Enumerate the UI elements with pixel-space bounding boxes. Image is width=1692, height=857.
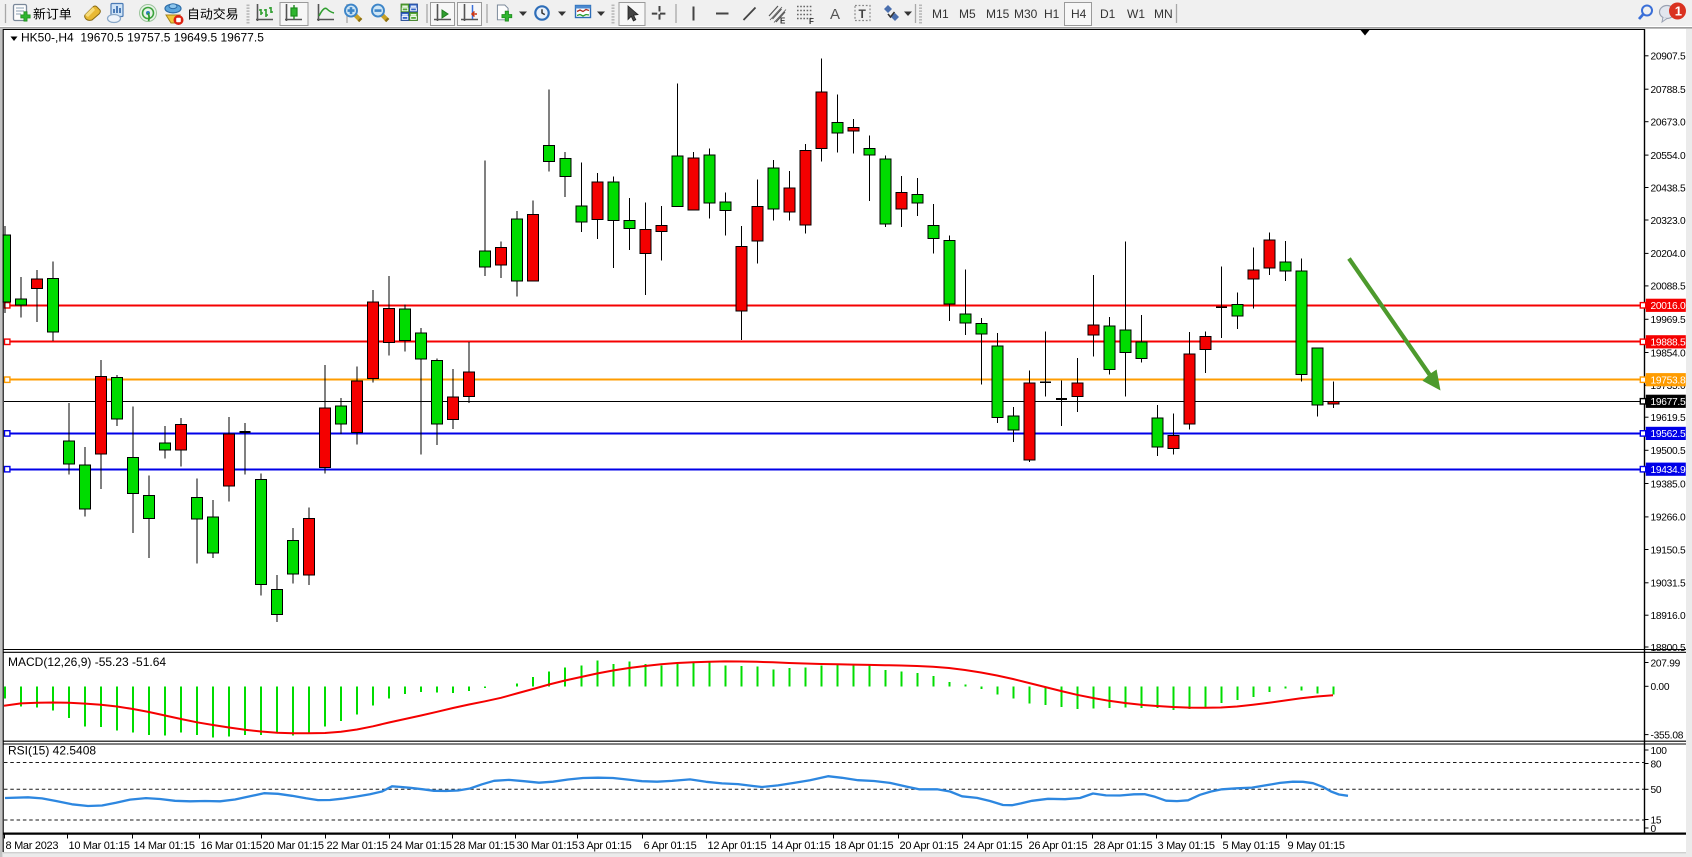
svg-text:H4: H4 — [1071, 7, 1087, 21]
svg-text:19854.0: 19854.0 — [1651, 348, 1686, 359]
svg-text:F: F — [809, 17, 814, 26]
svg-text:12 Apr 01:15: 12 Apr 01:15 — [708, 840, 767, 852]
svg-text:19677.5: 19677.5 — [1651, 397, 1686, 408]
svg-text:RSI(15) 42.5408: RSI(15) 42.5408 — [8, 744, 96, 758]
svg-text:20438.5: 20438.5 — [1651, 183, 1686, 194]
svg-text:19385.0: 19385.0 — [1651, 479, 1686, 490]
svg-text:19735.0: 19735.0 — [1651, 381, 1686, 392]
svg-text:50: 50 — [1651, 785, 1662, 796]
svg-text:80: 80 — [1651, 759, 1662, 770]
svg-text:5 May 01:15: 5 May 01:15 — [1223, 840, 1280, 852]
svg-text:20323.0: 20323.0 — [1651, 216, 1686, 227]
svg-text:6 Apr 01:15: 6 Apr 01:15 — [644, 840, 697, 852]
svg-text:T: T — [859, 7, 867, 21]
svg-text:1: 1 — [1675, 3, 1682, 18]
svg-text:9 May 01:15: 9 May 01:15 — [1288, 840, 1345, 852]
svg-text:20907.5: 20907.5 — [1651, 52, 1686, 63]
svg-text:A: A — [830, 6, 840, 23]
svg-text:M1: M1 — [932, 7, 949, 21]
svg-text:20554.0: 20554.0 — [1651, 151, 1686, 162]
svg-text:22 Mar 01:15: 22 Mar 01:15 — [327, 840, 388, 852]
svg-text:24 Apr 01:15: 24 Apr 01:15 — [964, 840, 1023, 852]
svg-text:0.00: 0.00 — [1651, 682, 1670, 693]
svg-text:30 Mar 01:15: 30 Mar 01:15 — [517, 840, 578, 852]
svg-text:28 Apr 01:15: 28 Apr 01:15 — [1094, 840, 1153, 852]
svg-text:14 Mar 01:15: 14 Mar 01:15 — [134, 840, 195, 852]
svg-text:20204.0: 20204.0 — [1651, 249, 1686, 260]
svg-text:18916.0: 18916.0 — [1651, 611, 1686, 622]
svg-text:MN: MN — [1154, 7, 1173, 21]
svg-text:20788.5: 20788.5 — [1651, 85, 1686, 96]
svg-text:19969.5: 19969.5 — [1651, 315, 1686, 326]
svg-text:24 Mar 01:15: 24 Mar 01:15 — [391, 840, 452, 852]
svg-text:19888.5: 19888.5 — [1651, 338, 1686, 349]
svg-text:20 Apr 01:15: 20 Apr 01:15 — [900, 840, 959, 852]
svg-text:16 Mar 01:15: 16 Mar 01:15 — [201, 840, 262, 852]
svg-text:20016.0: 20016.0 — [1651, 301, 1686, 312]
svg-text:MACD(12,26,9) -55.23 -51.64: MACD(12,26,9) -55.23 -51.64 — [8, 655, 166, 669]
svg-text:15: 15 — [1651, 815, 1662, 826]
svg-text:19562.5: 19562.5 — [1651, 429, 1686, 440]
svg-text:0: 0 — [1651, 824, 1657, 835]
svg-text:3 Apr 01:15: 3 Apr 01:15 — [579, 840, 632, 852]
svg-text:D1: D1 — [1100, 7, 1116, 21]
svg-text:-355.08: -355.08 — [1651, 730, 1684, 741]
svg-text:19150.5: 19150.5 — [1651, 545, 1686, 556]
svg-text:19500.5: 19500.5 — [1651, 446, 1686, 457]
svg-text:19753.8: 19753.8 — [1651, 376, 1686, 387]
svg-text:26 Apr 01:15: 26 Apr 01:15 — [1029, 840, 1088, 852]
svg-text:10 Mar 01:15: 10 Mar 01:15 — [69, 840, 130, 852]
svg-text:M15: M15 — [986, 7, 1010, 21]
svg-text:207.99: 207.99 — [1651, 658, 1681, 669]
svg-text:28 Mar 01:15: 28 Mar 01:15 — [454, 840, 515, 852]
svg-text:19619.5: 19619.5 — [1651, 413, 1686, 424]
svg-text:19266.0: 19266.0 — [1651, 513, 1686, 524]
svg-text:M5: M5 — [959, 7, 976, 21]
svg-text:3 May 01:15: 3 May 01:15 — [1158, 840, 1215, 852]
svg-text:M30: M30 — [1014, 7, 1038, 21]
svg-text:H1: H1 — [1044, 7, 1060, 21]
svg-text:E: E — [780, 17, 786, 26]
svg-text:18800.5: 18800.5 — [1651, 643, 1686, 654]
svg-text:100: 100 — [1651, 746, 1668, 757]
svg-text:19434.9: 19434.9 — [1651, 465, 1686, 476]
svg-text:HK50-,H4 19670.5 19757.5 1964: HK50-,H4 19670.5 19757.5 19649.5 19677.5 — [21, 31, 264, 45]
svg-text:8 Mar 2023: 8 Mar 2023 — [6, 840, 59, 852]
svg-text:20088.5: 20088.5 — [1651, 282, 1686, 293]
svg-text:W1: W1 — [1127, 7, 1145, 21]
svg-text:18 Apr 01:15: 18 Apr 01:15 — [835, 840, 894, 852]
svg-text:20 Mar 01:15: 20 Mar 01:15 — [263, 840, 324, 852]
svg-text:14 Apr 01:15: 14 Apr 01:15 — [772, 840, 831, 852]
svg-text:19031.5: 19031.5 — [1651, 579, 1686, 590]
svg-text:20673.0: 20673.0 — [1651, 118, 1686, 129]
